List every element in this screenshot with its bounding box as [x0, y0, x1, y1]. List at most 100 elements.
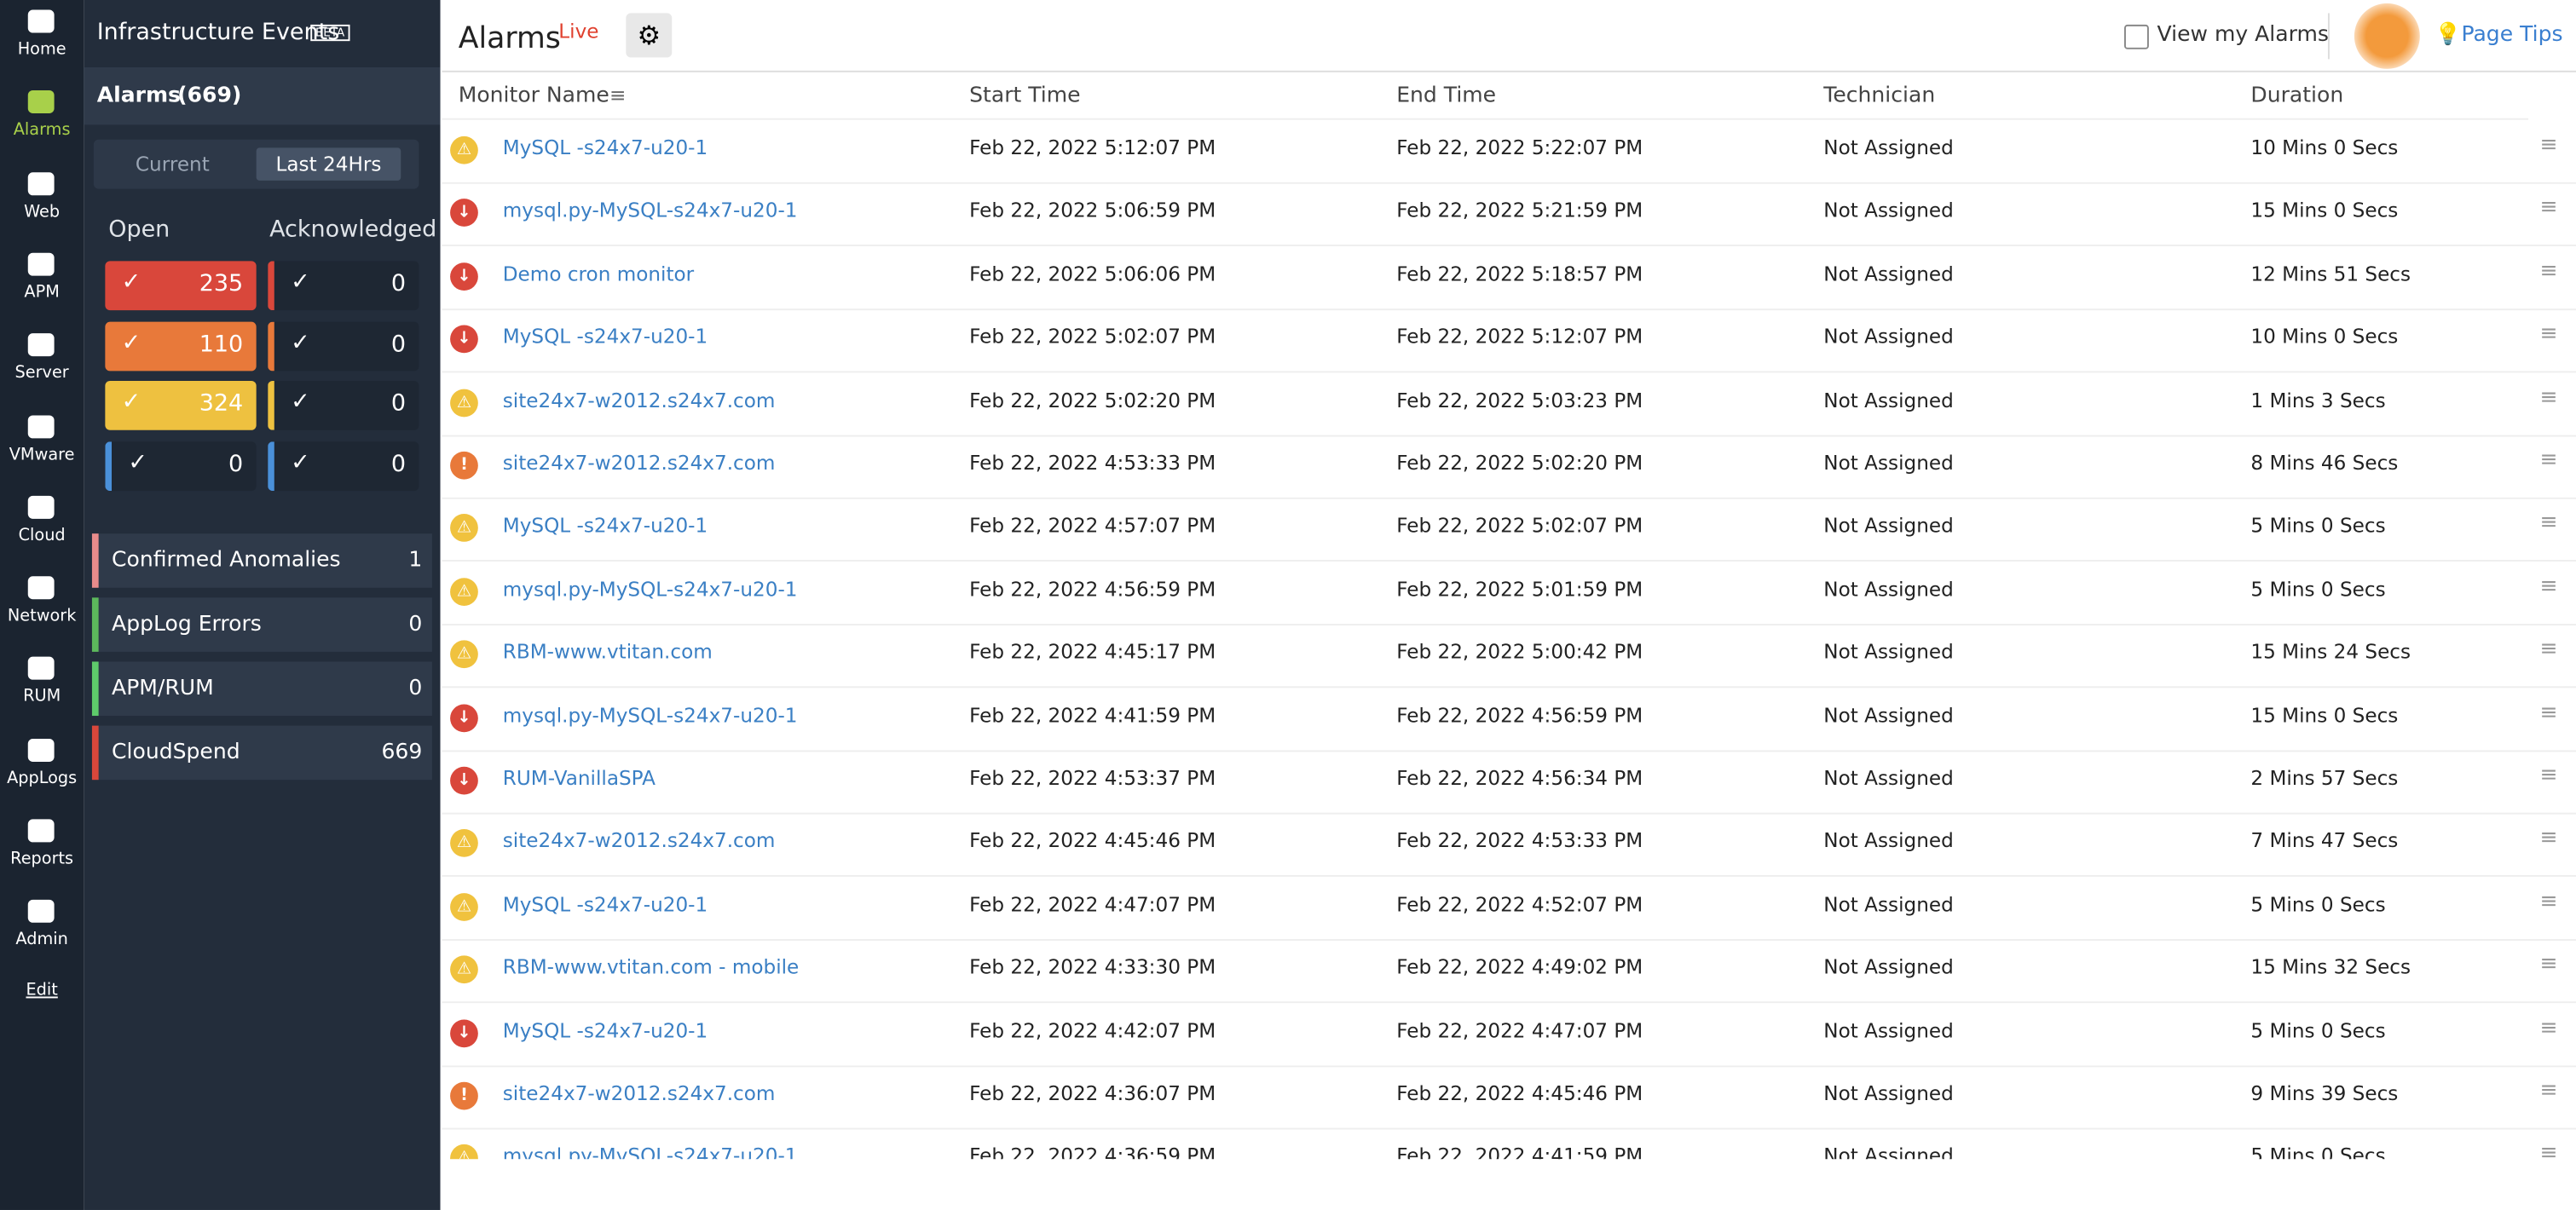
monitor-link[interactable]: mysql.py-MySQL-s24x7-u20-1 — [502, 703, 798, 727]
tab[interactable]: Current — [135, 153, 210, 176]
nav-item[interactable]: RUM — [0, 654, 84, 730]
open-count[interactable]: 324 — [199, 390, 244, 418]
row-menu[interactable]: ≡ — [2539, 637, 2558, 662]
open-count-box[interactable]: ✓ 324 — [105, 380, 257, 430]
nav-label[interactable]: Admin — [15, 931, 68, 950]
nav-item[interactable]: Home — [0, 7, 84, 83]
category-row[interactable]: Confirmed Anomalies 1 — [91, 533, 432, 588]
nav-label[interactable]: Network — [7, 608, 77, 626]
category-count[interactable]: 0 — [408, 676, 423, 701]
nav-item[interactable]: Admin — [0, 897, 84, 973]
nav-item[interactable]: Web — [0, 169, 84, 245]
ack-count[interactable]: 0 — [390, 331, 407, 358]
category-row[interactable]: APM/RUM 0 — [91, 661, 432, 717]
category-name[interactable]: AppLog Errors — [112, 612, 262, 637]
open-count[interactable]: 235 — [199, 270, 244, 297]
category-count[interactable]: 0 — [408, 612, 423, 637]
alarm-row[interactable]: ↓ RUM-VanillaSPA Feb 22, 2022 4:53:37 PM Fe… — [442, 751, 2576, 815]
monitor-link[interactable]: mysql.py-MySQL-s24x7-u20-1 — [502, 577, 798, 601]
alarm-row[interactable]: ! site24x7-w2012.s24x7.com Feb 22, 2022 4:… — [442, 1065, 2576, 1130]
ack-count-box[interactable]: ✓ 0 — [268, 441, 419, 491]
monitor-link[interactable]: site24x7-w2012.s24x7.com — [502, 388, 776, 412]
open-count-box[interactable]: ✓ 0 — [105, 441, 257, 491]
alarm-row[interactable]: ⚠ site24x7-w2012.s24x7.com Feb 22, 2022 4:… — [442, 813, 2576, 878]
ack-count-box[interactable]: ✓ 0 — [268, 380, 419, 430]
category-name[interactable]: CloudSpend — [112, 740, 240, 765]
row-menu[interactable]: ≡ — [2539, 763, 2558, 788]
nav-label[interactable]: Web — [24, 203, 61, 222]
monitor-link[interactable]: site24x7-w2012.s24x7.com — [502, 451, 776, 475]
alarm-row[interactable]: ⚠ MySQL -s24x7-u20-1 Feb 22, 2022 5:12:07 … — [442, 120, 2576, 184]
alarm-row[interactable]: ↓ Demo cron monitor Feb 22, 2022 5:06:06 P… — [442, 246, 2576, 310]
row-menu[interactable]: ≡ — [2539, 1141, 2558, 1160]
row-menu[interactable]: ≡ — [2539, 384, 2558, 410]
nav-label[interactable]: Cloud — [18, 527, 66, 545]
alarm-row[interactable]: ↓ MySQL -s24x7-u20-1 Feb 22, 2022 5:02:07 … — [442, 309, 2576, 373]
monitor-link[interactable]: RBM-www.vtitan.com — [502, 640, 713, 664]
category-name[interactable]: Confirmed Anomalies — [112, 548, 341, 573]
nav-label[interactable]: Alarms — [13, 122, 71, 141]
monitor-link[interactable]: site24x7-w2012.s24x7.com — [502, 829, 776, 853]
category-name[interactable]: APM/RUM — [112, 676, 214, 701]
nav-label[interactable]: VMware — [9, 446, 75, 464]
alarm-row[interactable]: ↓ MySQL -s24x7-u20-1 Feb 22, 2022 4:42:07 … — [442, 1002, 2576, 1067]
page-tips-link[interactable]: 💡Page Tips — [2434, 22, 2563, 48]
row-menu[interactable]: ≡ — [2539, 952, 2558, 977]
alarm-row[interactable]: ⚠ RBM-www.vtitan.com Feb 22, 2022 4:45:17 … — [442, 625, 2576, 689]
row-menu[interactable]: ≡ — [2539, 259, 2558, 284]
nav-item[interactable]: Alarms — [0, 88, 84, 164]
category-row[interactable]: CloudSpend 669 — [91, 725, 432, 781]
nav-edit[interactable]: Edit — [26, 982, 58, 1000]
nav-label[interactable]: Home — [17, 41, 66, 60]
row-menu[interactable]: ≡ — [2539, 133, 2558, 158]
column-header[interactable]: Monitor Name — [458, 84, 609, 109]
row-menu[interactable]: ≡ — [2539, 700, 2558, 725]
nav-item[interactable]: AppLogs — [0, 735, 84, 811]
alarm-row[interactable]: ↓ mysql.py-MySQL-s24x7-u20-1 Feb 22, 2022 … — [442, 183, 2576, 247]
monitor-link[interactable]: mysql.py-MySQL-s24x7-u20-1 — [502, 199, 798, 222]
category-count[interactable]: 1 — [408, 548, 423, 573]
column-header[interactable]: End Time — [1396, 84, 1497, 109]
column-header[interactable]: Duration — [2250, 84, 2344, 109]
nav-label[interactable]: AppLogs — [7, 769, 78, 788]
category-count[interactable]: 669 — [381, 740, 423, 765]
tips-bulb[interactable] — [2354, 3, 2420, 69]
nav-item[interactable]: Reports — [0, 816, 84, 892]
monitor-link[interactable]: Demo cron monitor — [502, 262, 695, 285]
row-menu[interactable]: ≡ — [2539, 1078, 2558, 1103]
monitor-link[interactable]: RUM-VanillaSPA — [502, 766, 656, 790]
alarm-row[interactable]: ! site24x7-w2012.s24x7.com Feb 22, 2022 4:… — [442, 435, 2576, 499]
row-menu[interactable]: ≡ — [2539, 447, 2558, 473]
ack-count[interactable]: 0 — [390, 270, 407, 297]
ack-count-box[interactable]: ✓ 0 — [268, 320, 419, 371]
row-menu[interactable]: ≡ — [2539, 1015, 2558, 1040]
open-count-box[interactable]: ✓ 235 — [105, 261, 257, 311]
alarm-row[interactable]: ⚠ site24x7-w2012.s24x7.com Feb 22, 2022 5:… — [442, 372, 2576, 436]
monitor-link[interactable]: MySQL -s24x7-u20-1 — [502, 1018, 708, 1042]
alarm-row[interactable]: ⚠ RBM-www.vtitan.com - mobile Feb 22, 2022… — [442, 939, 2576, 1004]
monitor-link[interactable]: MySQL -s24x7-u20-1 — [502, 135, 708, 159]
nav-label[interactable]: Server — [14, 365, 69, 383]
row-menu[interactable]: ≡ — [2539, 826, 2558, 851]
ack-count[interactable]: 0 — [390, 450, 407, 477]
alarm-row[interactable]: ⚠ MySQL -s24x7-u20-1 Feb 22, 2022 4:57:07 … — [442, 498, 2576, 562]
nav-label[interactable]: Reports — [10, 850, 74, 869]
settings-button[interactable]: ⚙ — [626, 13, 673, 58]
monitor-link[interactable]: MySQL -s24x7-u20-1 — [502, 325, 708, 349]
nav-item[interactable]: Cloud — [0, 493, 84, 568]
view-my-checkbox[interactable] — [2123, 24, 2149, 49]
open-count[interactable]: 0 — [228, 450, 244, 477]
monitor-link[interactable]: mysql.py-MySQL-s24x7-u20-1 — [502, 1144, 798, 1160]
ack-count[interactable]: 0 — [390, 390, 407, 418]
nav-label[interactable]: RUM — [23, 689, 61, 707]
tab[interactable]: Last 24Hrs — [256, 147, 401, 181]
monitor-link[interactable]: MySQL -s24x7-u20-1 — [502, 892, 708, 916]
row-menu[interactable]: ≡ — [2539, 321, 2558, 347]
column-header[interactable]: Start Time — [969, 84, 1081, 109]
nav-item[interactable]: Network — [0, 573, 84, 649]
open-count[interactable]: 110 — [199, 331, 244, 358]
row-menu[interactable]: ≡ — [2539, 889, 2558, 914]
nav-item[interactable]: APM — [0, 250, 84, 326]
category-row[interactable]: AppLog Errors 0 — [91, 597, 432, 652]
nav-item[interactable]: Server — [0, 331, 84, 406]
